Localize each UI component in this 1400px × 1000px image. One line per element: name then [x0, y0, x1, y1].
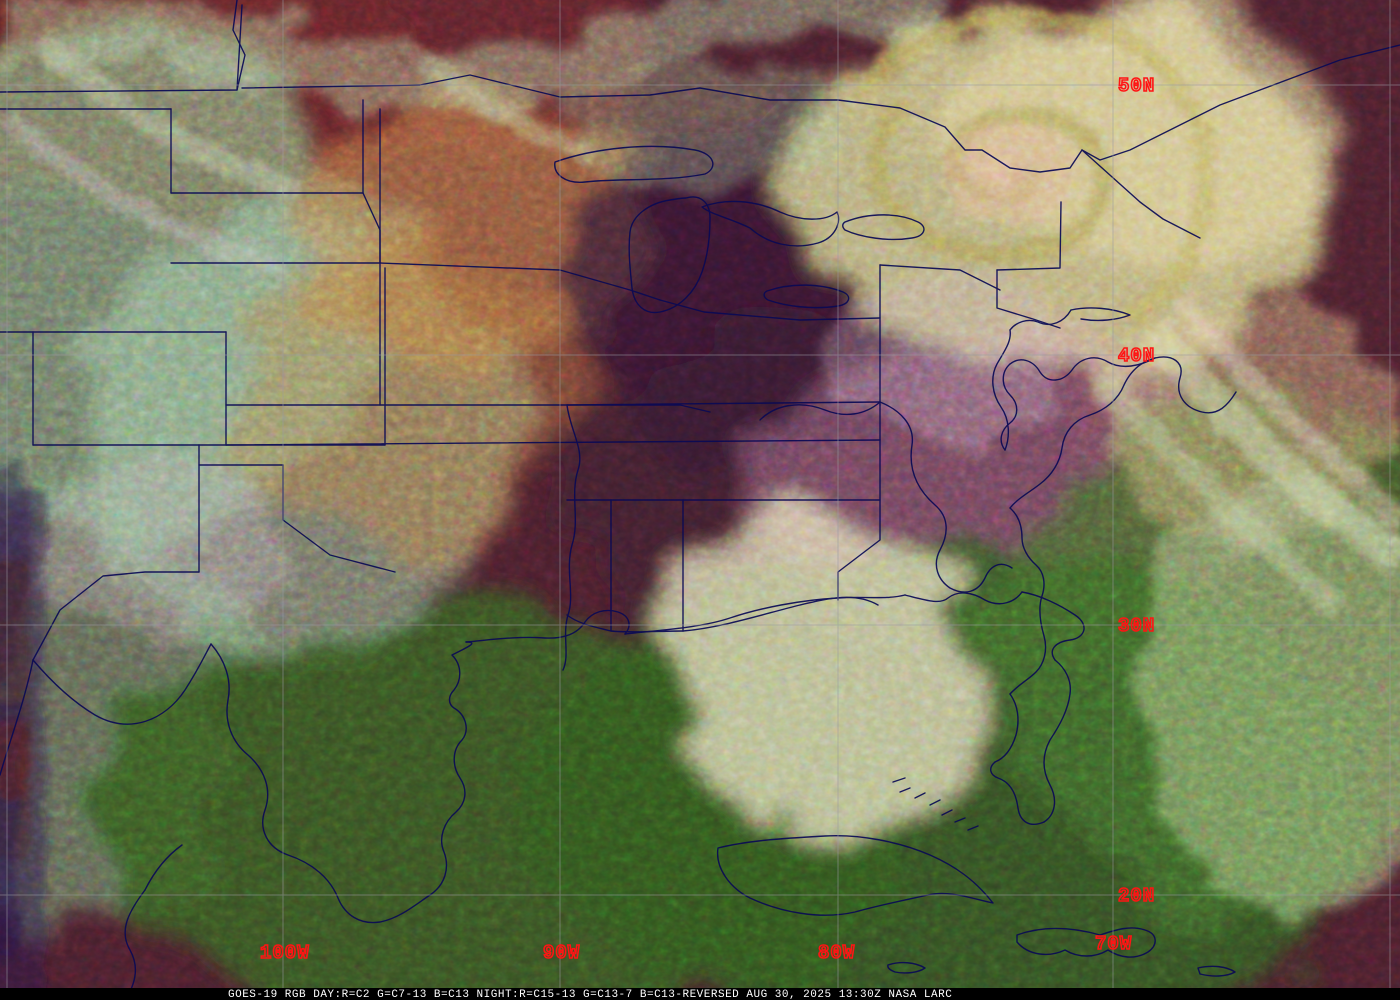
svg-text:80W: 80W: [818, 942, 855, 964]
svg-text:90W: 90W: [543, 942, 580, 964]
svg-text:40N: 40N: [1118, 345, 1155, 367]
svg-text:70W: 70W: [1095, 933, 1132, 955]
svg-text:100W: 100W: [260, 942, 310, 964]
svg-text:50N: 50N: [1118, 75, 1155, 97]
svg-text:GOES-19 RGB DAY:R=C2 G=C7-: GOES-19 RGB DAY:R=C2 G=C7-13 B=C13 NIGHT…: [228, 989, 952, 1000]
svg-text:20N: 20N: [1118, 885, 1155, 907]
svg-text:30N: 30N: [1118, 615, 1155, 637]
